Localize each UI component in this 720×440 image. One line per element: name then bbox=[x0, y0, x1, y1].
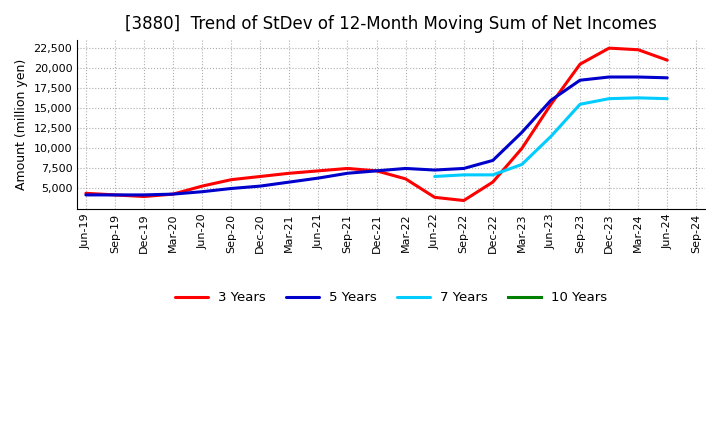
5 Years bbox=[227, 186, 235, 191]
3 Years bbox=[81, 191, 90, 196]
7 Years bbox=[634, 95, 642, 100]
5 Years bbox=[488, 158, 497, 163]
3 Years bbox=[459, 198, 468, 203]
3 Years bbox=[111, 192, 120, 198]
5 Years bbox=[140, 192, 148, 198]
Legend: 3 Years, 5 Years, 7 Years, 10 Years: 3 Years, 5 Years, 7 Years, 10 Years bbox=[169, 286, 613, 309]
5 Years bbox=[634, 74, 642, 80]
5 Years bbox=[343, 171, 352, 176]
Line: 7 Years: 7 Years bbox=[435, 98, 667, 176]
5 Years bbox=[401, 166, 410, 171]
7 Years bbox=[488, 172, 497, 177]
3 Years bbox=[140, 194, 148, 199]
3 Years bbox=[343, 166, 352, 171]
3 Years bbox=[314, 168, 323, 173]
7 Years bbox=[605, 96, 613, 101]
7 Years bbox=[546, 134, 555, 139]
5 Years bbox=[518, 130, 526, 135]
5 Years bbox=[314, 176, 323, 181]
3 Years bbox=[227, 177, 235, 182]
5 Years bbox=[431, 167, 439, 172]
Title: [3880]  Trend of StDev of 12-Month Moving Sum of Net Incomes: [3880] Trend of StDev of 12-Month Moving… bbox=[125, 15, 657, 33]
3 Years bbox=[198, 183, 207, 189]
5 Years bbox=[198, 189, 207, 194]
5 Years bbox=[663, 75, 672, 81]
3 Years bbox=[256, 174, 265, 179]
5 Years bbox=[576, 77, 585, 83]
3 Years bbox=[546, 102, 555, 107]
3 Years bbox=[605, 45, 613, 51]
7 Years bbox=[459, 172, 468, 177]
Line: 3 Years: 3 Years bbox=[86, 48, 667, 201]
7 Years bbox=[431, 174, 439, 179]
7 Years bbox=[663, 96, 672, 101]
5 Years bbox=[81, 192, 90, 198]
5 Years bbox=[605, 74, 613, 80]
5 Years bbox=[546, 98, 555, 103]
3 Years bbox=[401, 176, 410, 182]
5 Years bbox=[459, 166, 468, 171]
Y-axis label: Amount (million yen): Amount (million yen) bbox=[15, 59, 28, 190]
3 Years bbox=[372, 168, 381, 173]
7 Years bbox=[576, 102, 585, 107]
5 Years bbox=[372, 168, 381, 173]
7 Years bbox=[518, 162, 526, 167]
3 Years bbox=[168, 191, 177, 197]
3 Years bbox=[518, 146, 526, 151]
3 Years bbox=[431, 194, 439, 200]
5 Years bbox=[168, 191, 177, 197]
5 Years bbox=[256, 183, 265, 189]
3 Years bbox=[663, 58, 672, 63]
3 Years bbox=[576, 62, 585, 67]
Line: 5 Years: 5 Years bbox=[86, 77, 667, 195]
3 Years bbox=[634, 47, 642, 52]
5 Years bbox=[111, 192, 120, 198]
3 Years bbox=[488, 180, 497, 185]
5 Years bbox=[285, 180, 294, 185]
3 Years bbox=[285, 171, 294, 176]
